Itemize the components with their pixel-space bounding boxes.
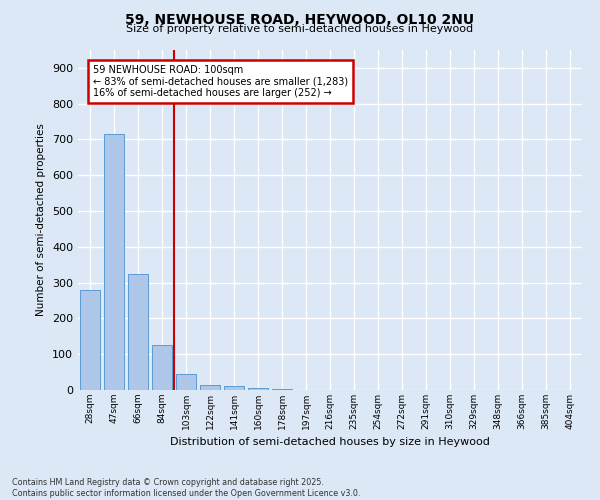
Bar	[80, 290, 100, 390]
Bar	[104, 134, 124, 390]
Bar	[152, 346, 172, 390]
Bar	[176, 374, 196, 390]
X-axis label: Distribution of semi-detached houses by size in Heywood: Distribution of semi-detached houses by …	[170, 438, 490, 448]
Text: Contains HM Land Registry data © Crown copyright and database right 2025.
Contai: Contains HM Land Registry data © Crown c…	[12, 478, 361, 498]
Bar	[248, 388, 268, 390]
Text: 59 NEWHOUSE ROAD: 100sqm
← 83% of semi-detached houses are smaller (1,283)
16% o: 59 NEWHOUSE ROAD: 100sqm ← 83% of semi-d…	[93, 66, 348, 98]
Text: 59, NEWHOUSE ROAD, HEYWOOD, OL10 2NU: 59, NEWHOUSE ROAD, HEYWOOD, OL10 2NU	[125, 12, 475, 26]
Text: Size of property relative to semi-detached houses in Heywood: Size of property relative to semi-detach…	[127, 24, 473, 34]
Bar	[128, 274, 148, 390]
Y-axis label: Number of semi-detached properties: Number of semi-detached properties	[37, 124, 46, 316]
Bar	[224, 386, 244, 390]
Bar	[200, 384, 220, 390]
